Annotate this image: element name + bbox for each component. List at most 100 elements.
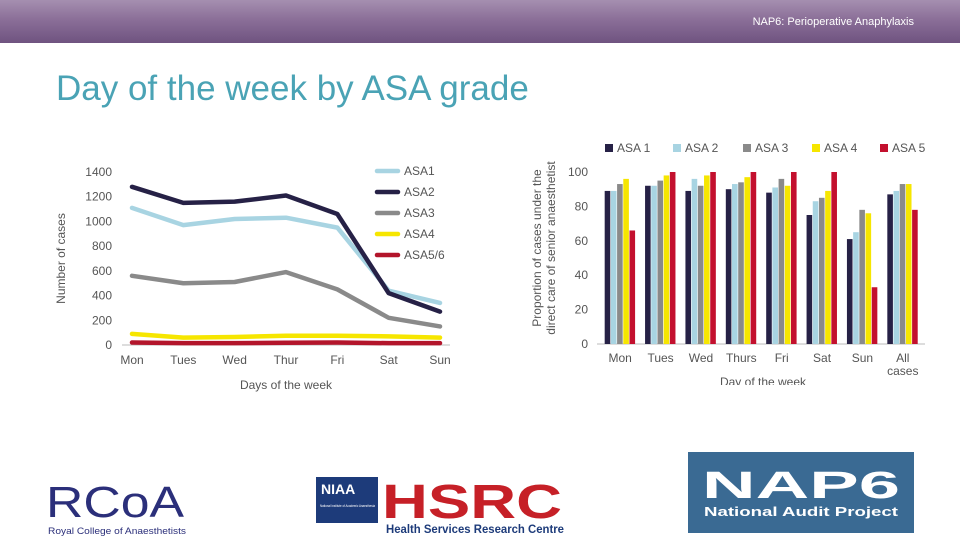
bar-chart-x-tick: Mon [609,351,632,365]
bar-chart-y-tick: 100 [568,165,588,179]
bar-legend-swatch [605,144,613,152]
bar-asa-3 [818,197,825,344]
bar-asa-5 [871,287,878,344]
line-chart-x-tick: Tues [170,353,196,367]
bar-chart-y-tick: 20 [575,303,589,317]
bar-chart-y-tick: 80 [575,199,589,213]
bar-asa-2 [772,187,778,344]
line-chart-x-tick: Sun [429,353,450,367]
bar-asa-1 [685,190,692,344]
bar-chart-x-tick: Sat [813,351,832,365]
bar-chart-x-tick: Tues [647,351,673,365]
niaa-logo-mark: NIAA [321,481,355,497]
bar-asa-3 [697,185,704,344]
bar-asa-4 [825,190,831,344]
line-chart-y-tick: 0 [105,338,112,352]
line-series-asa4 [129,331,443,340]
line-series-asa5-6 [129,340,443,346]
line-legend-label: ASA5/6 [404,248,445,262]
line-chart-y-tick: 800 [92,239,112,253]
line-chart-y-label: Number of cases [54,213,68,304]
line-legend-label: ASA2 [404,185,435,199]
line-series-asa2 [129,184,443,314]
bar-asa-5 [831,172,837,344]
bar-asa-4 [744,177,751,344]
bar-chart-x-tick: Thurs [726,351,757,365]
bar-asa-1 [846,239,853,344]
rcoa-logo: RCoA Royal College of Anaesthetists [46,478,186,537]
bar-legend-swatch [880,144,888,152]
line-chart-x-tick: Wed [222,353,246,367]
line-chart-x-label: Days of the week [240,378,333,392]
bar-chart-x-tick: Wed [689,351,713,365]
bar-legend-label: ASA 5 [892,141,926,155]
line-chart-y-tick: 600 [92,264,112,278]
line-chart-x-tick: Sat [380,353,399,367]
bar-asa-3 [617,184,623,344]
bar-asa-1 [806,215,813,344]
bar-asa-1 [604,190,611,344]
bar-legend-label: ASA 2 [685,141,719,155]
header-text: NAP6: Perioperative Anaphylaxis [752,16,914,28]
bar-chart-y-tick: 0 [581,337,588,351]
bar-legend-label: ASA 3 [755,141,789,155]
line-chart-y-tick: 1400 [85,165,112,179]
bar-asa-1 [766,192,772,344]
nap6-logo-mark: NAP6 [702,465,900,507]
bar-legend-label: ASA 4 [824,141,858,155]
bar-asa-5 [750,172,757,344]
bar-asa-3 [859,209,865,344]
line-chart-y-tick: 1000 [85,214,112,228]
niaa-hsrc-logo: NIAA National Institute of Academic Anae… [316,476,564,536]
bar-asa-5 [629,230,636,344]
bar-asa-4 [865,213,872,344]
bar-chart: 0 20 40 60 80 100 Mon Tues Wed Thurs Fri Sat Sun Allc… [530,141,926,385]
bar-asa-2 [732,184,738,344]
bar-asa-1 [645,185,651,344]
bar-asa-5 [912,209,918,344]
bar-asa-4 [704,175,710,344]
bar-legend-swatch [673,144,681,152]
bar-chart-x-tick: Sun [852,351,873,365]
bar-chart-y-tick: 60 [575,234,589,248]
bar-asa-1 [725,189,732,344]
bar-asa-4 [623,178,629,344]
bar-chart-y-label: Proportion of cases under the [530,169,544,327]
niaa-logo-text: National Institute of Academic Anaesthes… [320,503,376,508]
bar-asa-4 [905,184,912,344]
line-chart-x-tick: Mon [120,353,143,367]
bar-asa-5 [669,172,676,344]
bar-chart-y-label: direct care of senior anaesthetist [544,161,558,335]
nap6-logo: NAP6 National Audit Project [688,452,914,533]
nap6-box [688,452,914,533]
bar-asa-3 [738,182,744,344]
bar-asa-2 [812,201,819,344]
hsrc-logo-mark: HSRC [382,476,562,529]
bar-chart-x-tick: Fri [775,351,789,365]
line-legend-label: ASA1 [404,164,435,178]
page-title: Day of the week by ASA grade [56,69,529,108]
line-series-asa3 [129,269,443,329]
bar-asa-2 [610,190,617,344]
bar-asa-2 [853,232,859,344]
hsrc-logo-caption: Health Services Research Centre [386,524,564,536]
bar-asa-5 [790,172,797,344]
line-legend-label: ASA3 [404,206,435,220]
line-legend-label: ASA4 [404,227,435,241]
bar-chart-x-tick: cases [887,364,918,378]
line-chart-y-tick: 1200 [85,190,112,204]
bar-asa-5 [710,172,716,344]
niaa-box [316,477,378,523]
bar-chart-y-tick: 40 [575,268,589,282]
bar-asa-3 [657,180,664,344]
line-chart-y-tick: 400 [92,289,112,303]
nap6-logo-caption: National Audit Project [704,504,899,519]
rcoa-logo-mark: RCoA [46,478,185,527]
bar-asa-4 [784,185,791,344]
line-chart-x-tick: Thur [274,353,299,367]
bar-chart-x-tick: All [896,351,909,365]
bar-asa-4 [663,175,670,344]
bar-asa-3 [778,178,785,344]
bar-legend-swatch [812,144,820,152]
line-chart: 0 200 400 600 800 1000 1200 1400 Mon Tues Wed Thur F… [54,164,451,392]
